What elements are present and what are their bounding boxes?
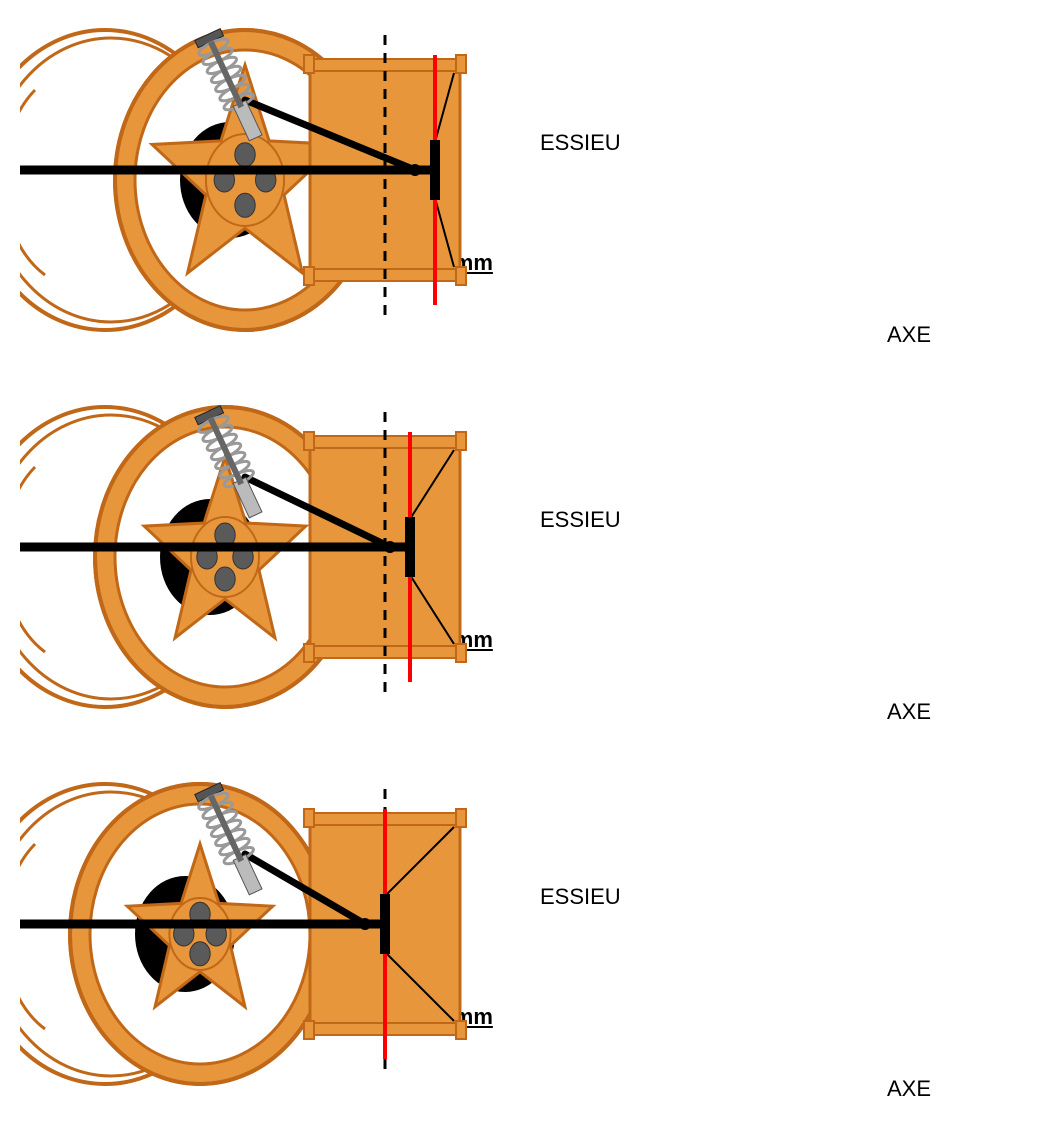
offset-row: ET = 30 mmESSIEUAXE [0, 377, 1047, 754]
axe-label: AXE [887, 322, 931, 348]
wheel-cross-section [0, 0, 520, 365]
axe-label: AXE [887, 699, 931, 725]
offset-row: ET = 00 mmESSIEUAXE [0, 754, 1047, 1131]
offset-row: ET = 50 mmESSIEUAXE [0, 0, 1047, 377]
essieu-label: ESSIEU [540, 130, 621, 156]
essieu-label: ESSIEU [540, 884, 621, 910]
wheel-cross-section [0, 754, 520, 1119]
wheel-cross-section [0, 377, 520, 742]
essieu-label: ESSIEU [540, 507, 621, 533]
axe-label: AXE [887, 1076, 931, 1102]
